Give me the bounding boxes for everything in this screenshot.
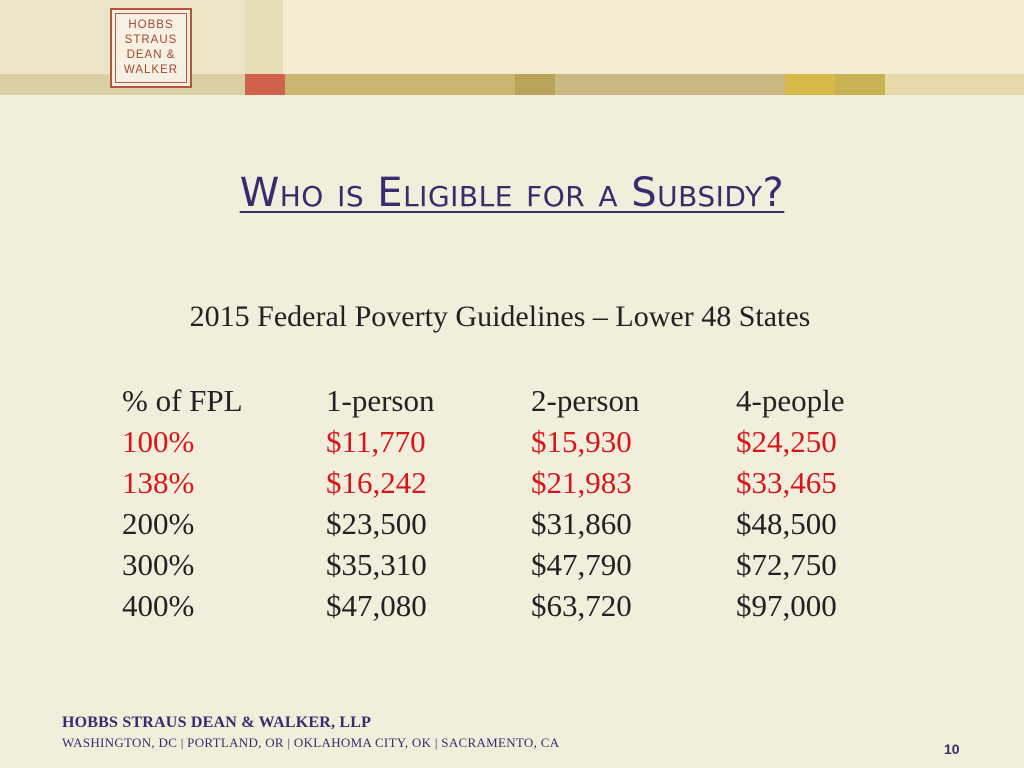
column-header: 4-people: [736, 383, 845, 418]
table-row: 300% $35,310 $47,790 $72,750: [122, 544, 941, 585]
table-row: 138% $16,242 $21,983 $33,465: [122, 462, 941, 503]
footer-firm-name: HOBBS STRAUS DEAN & WALKER, LLP: [62, 714, 372, 731]
table-cell: $15,930: [531, 424, 632, 459]
table-cell: $16,242: [326, 465, 427, 500]
logo-line: STRAUS: [124, 34, 178, 46]
table-cell: $31,860: [531, 506, 632, 541]
table-cell: $97,000: [736, 588, 837, 623]
table-cell: 300%: [122, 547, 195, 582]
table-cell: $35,310: [326, 547, 427, 582]
table-cell: $24,250: [736, 424, 837, 459]
table-row: 400% $47,080 $63,720 $97,000: [122, 585, 941, 626]
table-row: 200% $23,500 $31,860 $48,500: [122, 503, 941, 544]
logo-line: WALKER: [123, 64, 179, 76]
table-cell: $48,500: [736, 506, 837, 541]
table-cell: 400%: [122, 588, 195, 623]
table-cell: 138%: [122, 465, 195, 500]
logo-line: DEAN &: [126, 49, 176, 61]
table-cell: $21,983: [531, 465, 632, 500]
slide-title: Who is Eligible for a Subsidy?: [239, 170, 785, 216]
table-cell: $72,750: [736, 547, 837, 582]
table-cell: $11,770: [326, 424, 426, 459]
table-cell: $47,080: [326, 588, 427, 623]
slide-subtitle: 2015 Federal Poverty Guidelines – Lower …: [189, 300, 811, 333]
page-number: 10: [944, 741, 960, 757]
table-header-row: % of FPL 1-person 2-person 4-people: [122, 380, 941, 421]
table-cell: $47,790: [531, 547, 632, 582]
column-header: % of FPL: [122, 383, 243, 418]
column-header: 2-person: [531, 383, 640, 418]
header-banner: HOBBS STRAUS DEAN & WALKER: [0, 0, 1024, 95]
table-cell: 200%: [122, 506, 195, 541]
table-cell: 100%: [122, 424, 195, 459]
logo-line: HOBBS: [128, 19, 174, 31]
column-header: 1-person: [326, 383, 435, 418]
table-cell: $23,500: [326, 506, 427, 541]
table-cell: $33,465: [736, 465, 837, 500]
table-row: 100% $11,770 $15,930 $24,250: [122, 421, 941, 462]
poverty-guidelines-table: % of FPL 1-person 2-person 4-people 100%…: [122, 380, 941, 626]
table-cell: $63,720: [531, 588, 632, 623]
firm-logo: HOBBS STRAUS DEAN & WALKER: [110, 8, 192, 88]
footer-office-locations: WASHINGTON, DC | PORTLAND, OR | OKLAHOMA…: [62, 735, 560, 750]
